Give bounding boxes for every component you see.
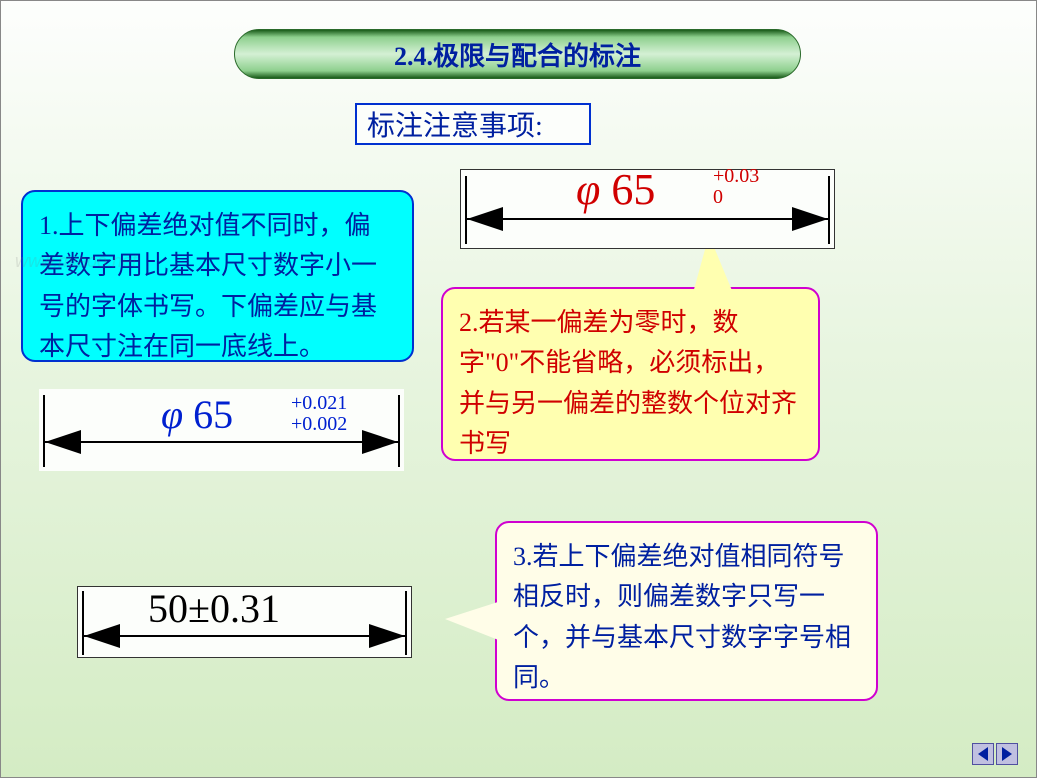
dimension-example-3: 50±0.31: [77, 586, 412, 658]
prev-slide-button[interactable]: [972, 743, 994, 765]
arrow-left-icon: [467, 207, 503, 231]
arrow-right-icon: [362, 430, 398, 454]
subtitle-box: 标注注意事项:: [355, 103, 591, 145]
arrow-left-icon: [45, 430, 81, 454]
callout-note-3: 3.若上下偏差绝对值相同符号相反时，则偏差数字只写一个，并与基本尺寸数字字号相同…: [495, 521, 878, 701]
slide-title: 2.4.极限与配合的标注: [234, 29, 801, 79]
next-icon: [1002, 747, 1012, 761]
next-slide-button[interactable]: [996, 743, 1018, 765]
dimension-example-2: φ 65 +0.021 +0.002: [39, 389, 404, 471]
arrow-right-icon: [792, 207, 828, 231]
dimension-line: [45, 441, 398, 443]
dimension-line: [84, 635, 405, 637]
extension-line: [398, 395, 400, 467]
slide-nav: [972, 743, 1018, 765]
callout-note-1: 1.上下偏差绝对值不同时，偏差数字用比基本尺寸数字小一号的字体书写。下偏差应与基…: [21, 190, 414, 362]
dimension-value: 50±0.31: [148, 585, 280, 632]
dimension-line: [467, 218, 828, 220]
dimension-tolerance: +0.021 +0.002: [291, 393, 347, 435]
extension-line: [405, 591, 407, 655]
prev-icon: [978, 747, 988, 761]
dimension-tolerance: +0.03 0: [713, 166, 759, 208]
dimension-value: φ 65: [161, 391, 233, 438]
dimension-value: φ 65: [576, 164, 655, 215]
arrow-right-icon: [369, 624, 405, 648]
dimension-example-1: φ 65 +0.03 0: [460, 169, 835, 249]
watermark: www.miaoo.net: [15, 251, 137, 272]
extension-line: [828, 176, 830, 244]
arrow-left-icon: [84, 624, 120, 648]
callout-note-2: 2.若某一偏差为零时，数字"0"不能省略，必须标出，并与另一偏差的整数个位对齐书…: [441, 287, 820, 461]
